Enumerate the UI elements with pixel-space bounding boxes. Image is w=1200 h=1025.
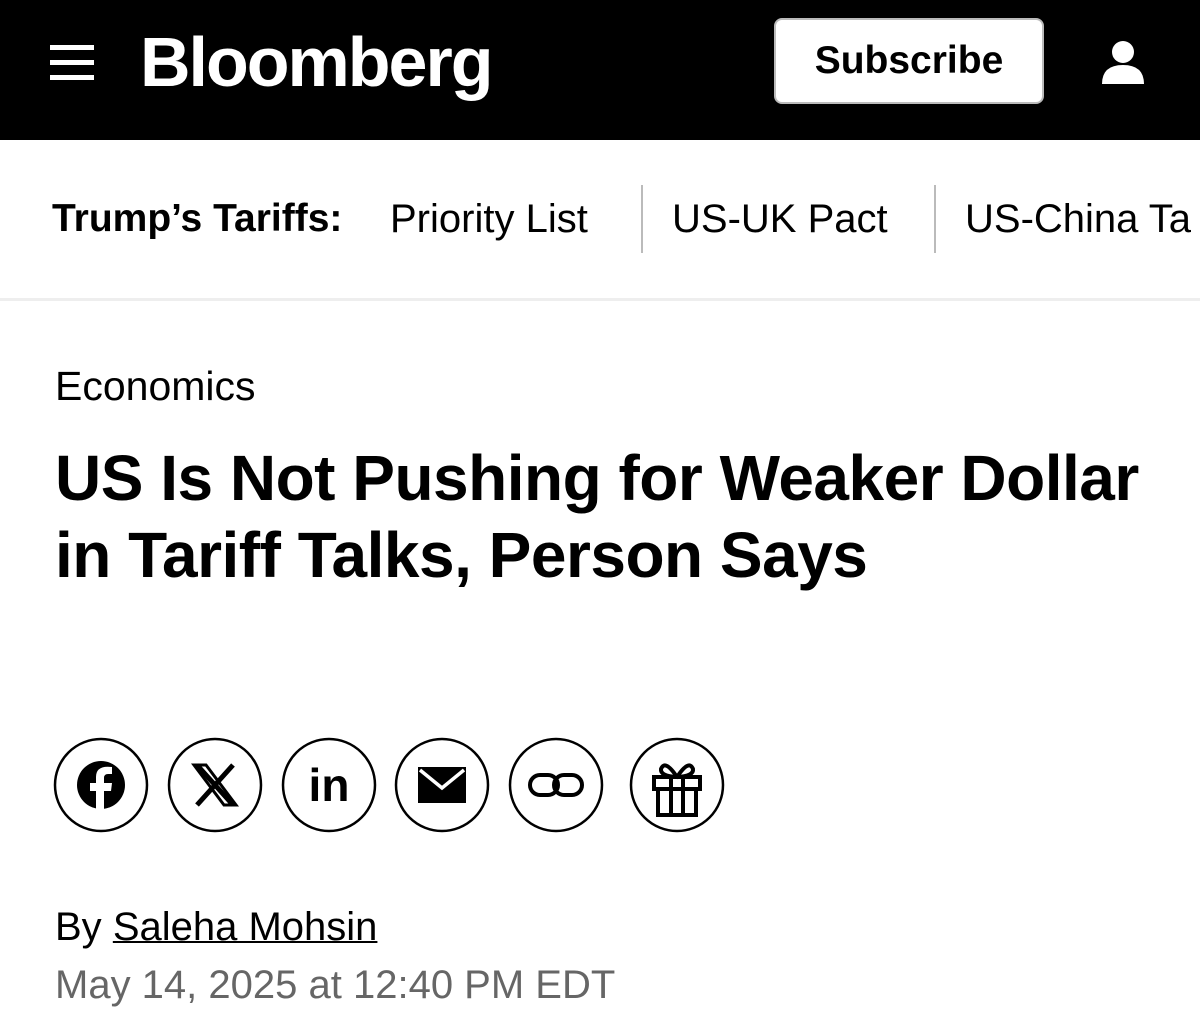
author-link[interactable]: Saleha Mohsin <box>112 905 378 949</box>
svg-text:in: in <box>309 759 350 811</box>
nav-link[interactable]: US-China Ta <box>965 197 1192 241</box>
facebook-button[interactable] <box>53 737 149 833</box>
category[interactable]: Economics <box>55 363 256 409</box>
x-button[interactable] <box>167 737 263 833</box>
logo[interactable]: Bloomberg <box>140 23 493 101</box>
link-button[interactable] <box>508 737 604 833</box>
account-icon[interactable] <box>1100 40 1146 84</box>
divider <box>641 185 643 253</box>
divider <box>934 185 936 253</box>
topic-nav: Trump’s Tariffs: Priority List US-UK Pac… <box>0 140 1200 301</box>
nav-label: Trump’s Tariffs: <box>52 197 343 240</box>
menu-icon[interactable] <box>50 45 94 81</box>
gift-button[interactable] <box>629 737 725 833</box>
publish-date: May 14, 2025 at 12:40 PM EDT <box>55 963 616 1007</box>
headline: US Is Not Pushing for Weaker Dollar in T… <box>55 442 1139 591</box>
top-bar: Bloomberg Subscribe <box>0 0 1200 140</box>
nav-link[interactable]: Priority List <box>390 197 588 241</box>
byline: By Saleha Mohsin <box>55 903 377 951</box>
linkedin-button[interactable] <box>281 737 377 833</box>
email-button[interactable] <box>394 737 490 833</box>
nav-link[interactable]: US-UK Pact <box>672 197 888 241</box>
subscribe-button[interactable]: Subscribe <box>774 18 1044 104</box>
byline-prefix: By <box>55 905 102 949</box>
share-icons: in <box>53 737 725 833</box>
